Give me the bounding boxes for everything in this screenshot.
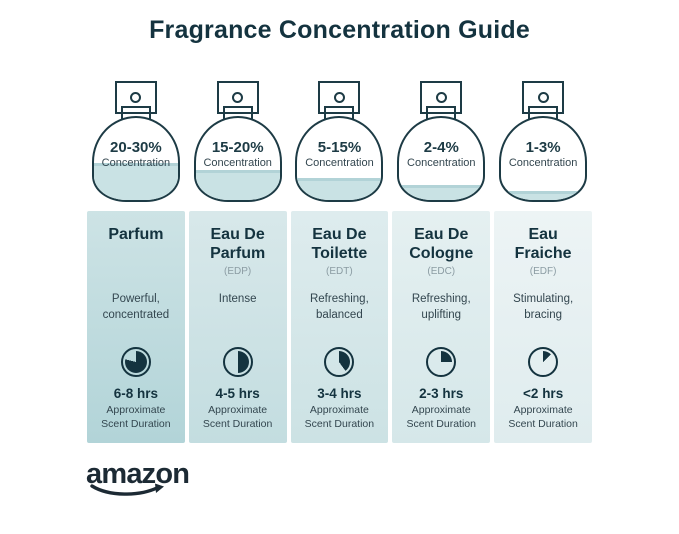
- duration-caption: Approximate Scent Duration: [202, 404, 273, 430]
- fragrance-name: Eau De Toilette: [311, 226, 368, 263]
- concentration-caption: Concentration: [407, 157, 476, 169]
- column-header: Eau Fraiche (EDF): [503, 225, 583, 292]
- fragrance-description: Powerful, concentrated: [102, 293, 170, 321]
- bottle-label: 15-20% Concentration: [196, 139, 280, 169]
- duration-caption: Approximate Scent Duration: [304, 404, 375, 430]
- duration-value: 3-4 hrs: [317, 386, 362, 401]
- spray-cap-icon: [420, 81, 463, 114]
- bottle-label: 2-4% Concentration: [399, 139, 483, 169]
- duration-value: 4-5 hrs: [215, 386, 260, 401]
- spray-cap-icon: [216, 81, 259, 114]
- bottles-row: 20-30% Concentration 15-20% Concentratio…: [87, 81, 592, 202]
- concentration-value: 20-30%: [110, 139, 162, 156]
- concentration-value: 5-15%: [317, 139, 362, 156]
- duration-clock-icon: [324, 347, 355, 377]
- duration-caption: Approximate Scent Duration: [101, 404, 171, 430]
- bottle-label: 5-15% Concentration: [297, 139, 381, 169]
- spray-cap-icon: [318, 81, 361, 114]
- liquid-fill: [399, 185, 484, 200]
- fragrance-name: Eau Fraiche: [514, 226, 572, 263]
- spray-button-icon: [435, 92, 447, 103]
- duration-value: <2 hrs: [523, 386, 564, 401]
- liquid-fill: [195, 169, 280, 200]
- concentration-caption: Concentration: [101, 157, 171, 169]
- perfume-bottle-parfum: 20-30% Concentration: [87, 81, 185, 202]
- bottle-body: 5-15% Concentration: [295, 116, 384, 202]
- clock-wedge: [328, 351, 351, 373]
- spray-cap-icon: [114, 81, 157, 114]
- clock-wedge: [430, 351, 453, 373]
- bottle-label: 1-3% Concentration: [501, 139, 585, 169]
- duration-clock-icon: [426, 347, 457, 377]
- bottle-body: 20-30% Concentration: [91, 116, 180, 202]
- fragrance-abbreviation: (EDT): [326, 266, 353, 278]
- fragrance-name: Eau De Cologne: [409, 226, 474, 263]
- fragrance-description: Intense: [218, 293, 257, 305]
- liquid-fill: [93, 163, 178, 200]
- duration-caption: Approximate Scent Duration: [406, 404, 476, 430]
- column-parfum: Parfum Powerful, concentrated 6-8 hrs Ap…: [87, 211, 185, 443]
- perfume-bottle-eau-de-toilette: 5-15% Concentration: [291, 81, 389, 202]
- page-title: Fragrance Concentration Guide: [149, 16, 530, 44]
- column-eau-fraiche: Eau Fraiche (EDF) Stimulating, bracing <…: [494, 211, 592, 443]
- spray-button-icon: [130, 92, 142, 103]
- duration-clock-icon: [528, 347, 559, 377]
- concentration-caption: Concentration: [508, 157, 578, 169]
- comparison-table: Parfum Powerful, concentrated 6-8 hrs Ap…: [87, 211, 592, 443]
- duration-caption: Approximate Scent Duration: [508, 404, 578, 430]
- spray-button-icon: [232, 92, 244, 103]
- liquid-fill: [501, 190, 586, 200]
- clock-wedge: [124, 351, 147, 373]
- column-header: Eau De Cologne (EDC): [401, 225, 481, 292]
- fragrance-abbreviation: (EDP): [224, 266, 252, 278]
- clock-wedge: [532, 351, 555, 373]
- column-header: Eau De Toilette (EDT): [300, 225, 380, 292]
- clock-wedge: [226, 351, 249, 373]
- duration-clock-icon: [222, 347, 253, 377]
- fragrance-description: Refreshing, uplifting: [411, 293, 471, 321]
- bottle-body: 1-3% Concentration: [499, 116, 588, 202]
- perfume-bottle-eau-fraiche: 1-3% Concentration: [494, 81, 592, 202]
- fragrance-abbreviation: (EDC): [427, 266, 456, 278]
- duration-clock-icon: [120, 347, 151, 377]
- fragrance-abbreviation: (EDF): [529, 266, 557, 278]
- column-eau-de-toilette: Eau De Toilette (EDT) Refreshing, balanc…: [290, 211, 389, 443]
- concentration-value: 1-3%: [525, 139, 561, 156]
- fragrance-description: Stimulating, bracing: [513, 293, 574, 321]
- liquid-fill: [297, 177, 382, 200]
- fragrance-name: Parfum: [108, 226, 164, 243]
- spray-button-icon: [333, 92, 345, 103]
- column-eau-de-cologne: Eau De Cologne (EDC) Refreshing, uplifti…: [392, 211, 491, 443]
- concentration-value: 15-20%: [211, 139, 264, 156]
- bottle-label: 20-30% Concentration: [94, 139, 178, 169]
- spray-button-icon: [537, 92, 549, 103]
- fragrance-name: Eau De Parfum: [210, 226, 266, 263]
- amazon-wordmark: amazon: [86, 458, 190, 490]
- concentration-caption: Concentration: [203, 157, 272, 169]
- column-header: Parfum: [96, 225, 176, 292]
- duration-value: 2-3 hrs: [419, 386, 464, 401]
- amazon-logo: amazon: [86, 458, 190, 496]
- column-header: Eau De Parfum (EDP): [198, 225, 278, 292]
- concentration-value: 2-4%: [423, 139, 459, 156]
- concentration-caption: Concentration: [305, 157, 374, 169]
- column-eau-de-parfum: Eau De Parfum (EDP) Intense 4-5 hrs Appr…: [188, 211, 287, 443]
- perfume-bottle-eau-de-parfum: 15-20% Concentration: [189, 81, 287, 202]
- spray-cap-icon: [522, 81, 565, 114]
- amazon-smile-icon: [90, 483, 164, 496]
- fragrance-description: Refreshing, balanced: [309, 293, 369, 321]
- bottle-body: 15-20% Concentration: [193, 116, 282, 202]
- duration-value: 6-8 hrs: [113, 386, 159, 401]
- bottle-body: 2-4% Concentration: [397, 116, 486, 202]
- perfume-bottle-eau-de-cologne: 2-4% Concentration: [392, 81, 490, 202]
